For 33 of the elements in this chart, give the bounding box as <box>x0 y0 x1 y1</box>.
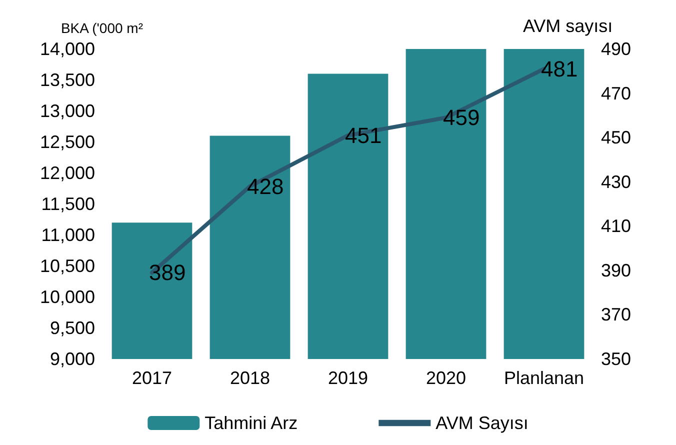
y2-tick-label: 450 <box>601 128 632 148</box>
legend-label: AVM Sayısı <box>436 413 528 433</box>
y2-tick-label: 390 <box>601 260 632 280</box>
y-tick-label: 10,500 <box>40 256 95 276</box>
y-tick-label: 10,000 <box>40 287 95 307</box>
y-tick-label: 13,000 <box>40 101 95 121</box>
y-tick-label: 12,500 <box>40 132 95 152</box>
x-tick-label: 2018 <box>230 368 270 388</box>
x-tick-label: 2020 <box>426 368 466 388</box>
y2-axis-title: AVM sayısı <box>523 16 613 36</box>
legend-label: Tahmini Arz <box>204 413 298 433</box>
x-tick-label: 2017 <box>132 368 172 388</box>
y-tick-label: 9,500 <box>50 318 95 338</box>
data-label: 451 <box>345 122 382 148</box>
x-tick-label: 2019 <box>328 368 368 388</box>
y-tick-label: 11,000 <box>41 225 95 245</box>
y-tick-label: 12,000 <box>40 163 95 183</box>
x-tick-label: Planlanan <box>504 368 584 388</box>
y2-tick-label: 490 <box>601 39 632 59</box>
data-label: 481 <box>541 56 578 82</box>
y-axis-title: BKA ('000 m² <box>60 20 144 36</box>
y2-tick-label: 370 <box>601 304 632 325</box>
y2-tick-label: 350 <box>601 349 632 369</box>
y-tick-label: 13,500 <box>40 70 95 90</box>
y2-tick-label: 410 <box>601 216 632 236</box>
y-tick-label: 14,000 <box>40 39 95 59</box>
data-label: 459 <box>443 105 480 130</box>
y2-tick-label: 430 <box>601 172 632 192</box>
y-tick-label: 9,000 <box>50 349 95 369</box>
data-label: 389 <box>149 260 186 286</box>
data-label: 428 <box>247 174 284 199</box>
y-tick-label: 11,500 <box>41 194 95 214</box>
y2-tick-label: 470 <box>601 83 632 104</box>
